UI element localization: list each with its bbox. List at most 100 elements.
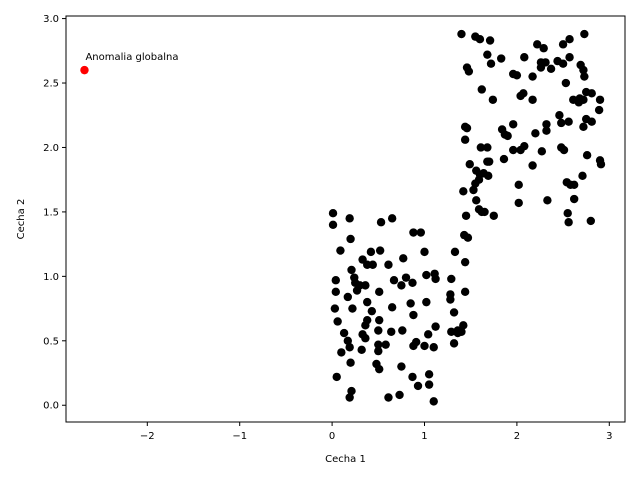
data-point (542, 120, 551, 129)
data-point (345, 393, 354, 402)
data-point (580, 72, 589, 81)
data-point (579, 122, 588, 132)
data-point (336, 246, 345, 255)
data-point (474, 175, 484, 184)
data-point (476, 143, 486, 152)
data-point (565, 53, 574, 62)
data-point (331, 276, 340, 285)
data-point (367, 306, 377, 316)
data-point (528, 95, 537, 104)
data-point (347, 386, 356, 396)
data-point (569, 180, 579, 190)
data-point (343, 336, 353, 345)
data-point (489, 211, 498, 220)
data-point (542, 126, 551, 135)
data-point (331, 287, 340, 297)
data-point (395, 390, 404, 400)
data-point (447, 274, 456, 284)
data-point (345, 214, 354, 223)
data-point (557, 118, 566, 128)
data-point (361, 321, 370, 330)
y-axis-ticks: 0.0 0.5 1.0 1.5 2.0 2.5 3.0 (43, 14, 66, 412)
data-point (411, 337, 421, 347)
data-point (569, 194, 579, 204)
x-tick-label: −1 (232, 431, 247, 442)
data-point (337, 348, 346, 357)
annotation-label: Anomalia globalna (85, 52, 178, 63)
data-point (387, 303, 397, 312)
data-point (453, 326, 462, 335)
data-point (519, 89, 528, 98)
data-point (472, 196, 481, 205)
data-point (361, 281, 370, 290)
x-tick-label: −2 (140, 431, 155, 442)
x-tick-label: 0 (329, 431, 335, 442)
data-point (387, 214, 397, 223)
data-point (528, 161, 537, 170)
data-point (347, 265, 356, 275)
data-point (375, 287, 384, 297)
data-point (431, 322, 440, 331)
data-point (499, 154, 509, 164)
data-point (375, 364, 384, 374)
data-point (397, 362, 406, 371)
data-point (546, 64, 556, 74)
data-point (429, 397, 438, 406)
data-point (429, 343, 438, 352)
data-point (333, 317, 342, 326)
data-point (558, 59, 568, 68)
data-point (578, 171, 587, 181)
y-tick-label: 1.0 (43, 272, 59, 283)
data-point (596, 160, 606, 169)
data-point (565, 35, 574, 44)
data-point (595, 95, 605, 104)
data-point (528, 72, 537, 81)
x-tick-label: 1 (421, 431, 427, 442)
y-tick-label: 3.0 (43, 14, 59, 25)
data-point (409, 228, 418, 237)
data-point (579, 65, 588, 75)
data-point (449, 339, 459, 348)
y-tick-label: 0.5 (43, 336, 59, 347)
data-point (579, 95, 588, 104)
data-point (564, 117, 573, 126)
y-axis-label: Cecha 2 (16, 199, 27, 240)
data-point (330, 304, 340, 313)
data-point (514, 198, 523, 208)
data-point (509, 120, 518, 129)
data-point (399, 254, 408, 263)
data-point (413, 381, 423, 391)
data-point (460, 257, 470, 267)
data-point (484, 157, 494, 166)
data-point (460, 287, 470, 297)
data-points (80, 29, 606, 406)
data-point (463, 233, 473, 242)
anomaly-point (80, 65, 89, 75)
data-point (375, 246, 385, 255)
data-point (357, 345, 366, 355)
data-point (409, 310, 418, 320)
data-point (352, 286, 362, 295)
data-point (346, 234, 355, 244)
data-point (480, 207, 489, 217)
data-point (587, 89, 596, 98)
data-point (374, 340, 383, 349)
data-point (339, 328, 349, 338)
data-point (541, 58, 550, 67)
x-axis-label: Cecha 1 (325, 454, 366, 465)
data-point (483, 50, 492, 59)
data-point (477, 85, 486, 94)
y-tick-label: 2.5 (43, 79, 59, 90)
data-point (503, 131, 512, 141)
data-point (420, 341, 429, 351)
data-point (345, 343, 354, 352)
data-point (559, 145, 569, 155)
data-point (543, 196, 552, 205)
data-point (512, 71, 522, 80)
data-point (424, 380, 434, 389)
data-point (374, 346, 383, 356)
data-point (558, 40, 568, 49)
data-point (446, 295, 455, 304)
data-point (368, 260, 377, 269)
